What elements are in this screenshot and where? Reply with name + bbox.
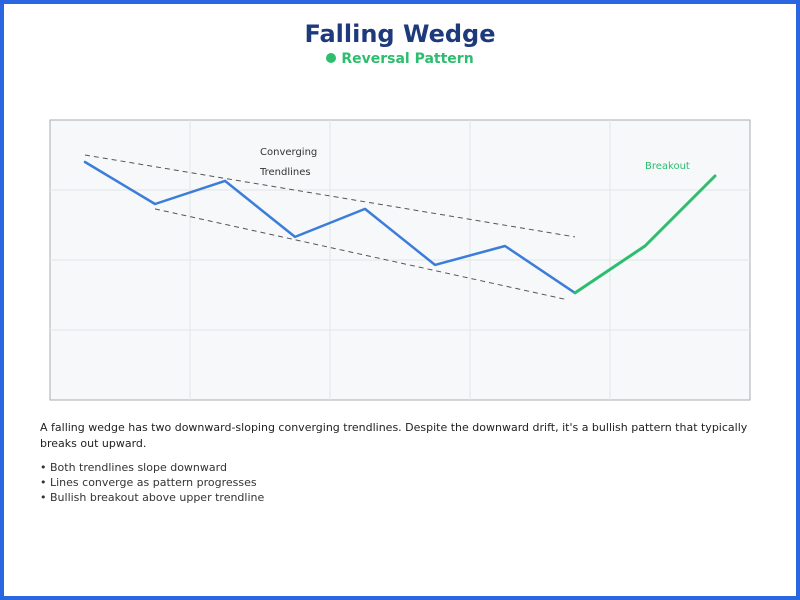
trendlines: [84, 154, 576, 301]
data-point: [84, 161, 86, 163]
price-decline-line: [83, 160, 577, 295]
subtitle-text: Reversal Pattern: [341, 51, 474, 67]
annotation-label: Breakout: [645, 161, 690, 172]
price-series: [83, 160, 717, 295]
data-point: [364, 208, 366, 210]
key-points-list: Both trendlines slope downward Lines con…: [40, 460, 264, 505]
annotation-label: Converging: [260, 147, 317, 158]
pattern-description: A falling wedge has two downward-sloping…: [40, 421, 748, 450]
data-point: [434, 264, 436, 266]
key-point: Both trendlines slope downward: [40, 460, 264, 475]
key-point: Bullish breakout above upper trendline: [40, 490, 264, 505]
lower-trendline: [154, 208, 569, 301]
annotations: Converging Trendlines Breakout: [259, 147, 690, 178]
grid-lines: [50, 120, 750, 400]
data-point: [644, 245, 646, 247]
data-point: [294, 236, 296, 238]
page-title: Falling Wedge: [304, 20, 496, 48]
data-point: [714, 175, 716, 177]
data-point: [224, 180, 226, 182]
data-point: [574, 292, 576, 294]
green-dot-icon: [326, 53, 337, 63]
annotation-label: Trendlines: [259, 167, 311, 178]
key-point: Lines converge as pattern progresses: [40, 475, 264, 490]
data-point: [504, 245, 506, 247]
data-point: [154, 203, 156, 205]
pattern-subtitle: Reversal Pattern: [0, 51, 800, 67]
upper-trendline: [84, 154, 576, 238]
